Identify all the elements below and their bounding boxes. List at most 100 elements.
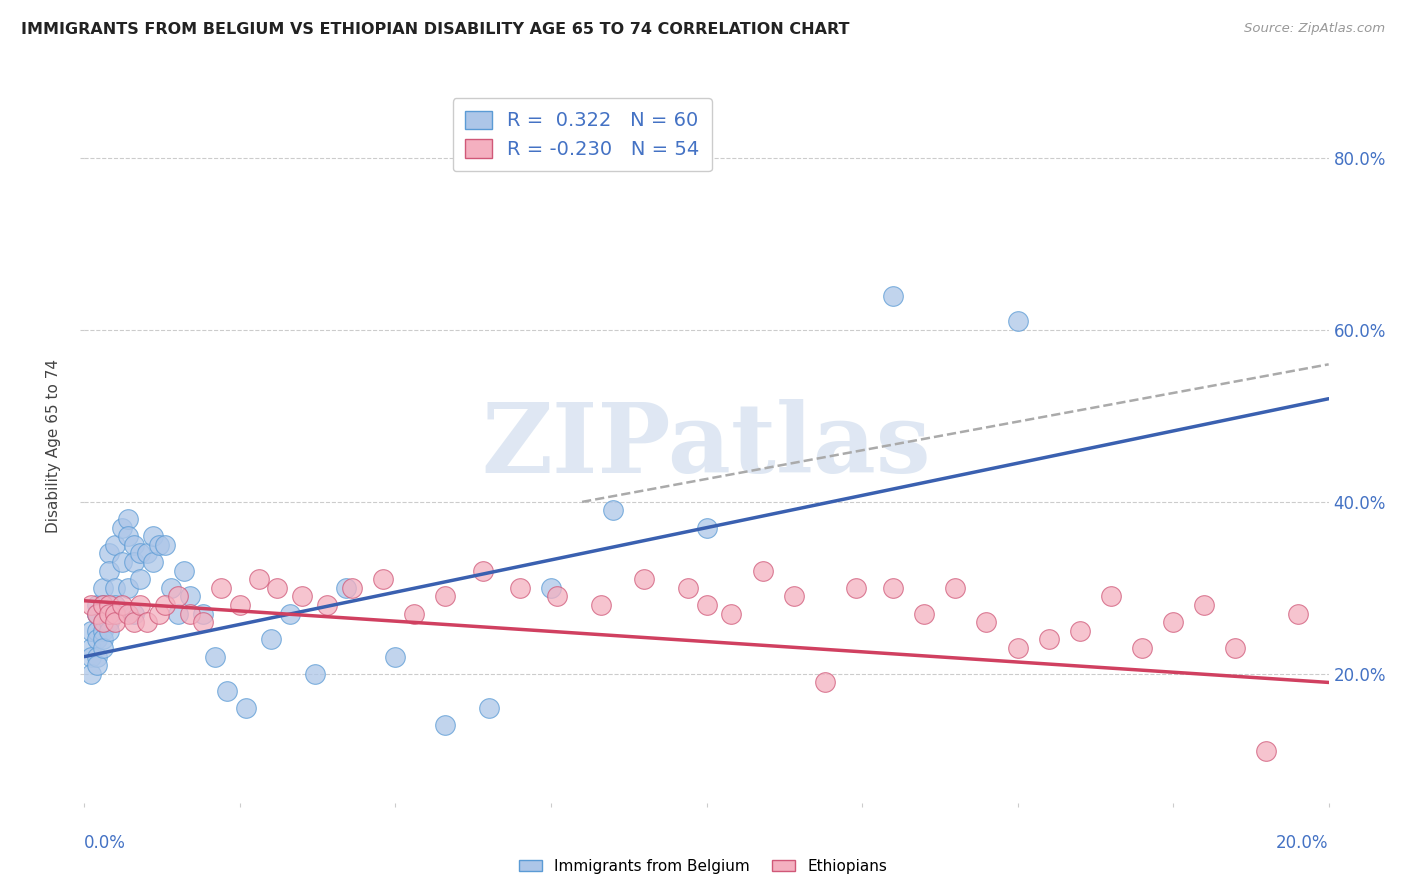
Point <box>371 572 394 586</box>
Point <box>111 521 134 535</box>
Point <box>384 649 406 664</box>
Point <box>79 666 101 681</box>
Point <box>589 598 612 612</box>
Point <box>882 288 904 302</box>
Point <box>191 607 214 621</box>
Point <box>98 607 121 621</box>
Point <box>86 624 108 638</box>
Point <box>235 701 257 715</box>
Point <box>86 598 108 612</box>
Point <box>340 581 363 595</box>
Point <box>751 564 773 578</box>
Point <box>148 538 170 552</box>
Point <box>540 581 562 595</box>
Point <box>404 607 426 621</box>
Point <box>91 615 114 630</box>
Point <box>155 538 177 552</box>
Point <box>129 546 152 560</box>
Point <box>191 615 214 630</box>
Point <box>247 572 270 586</box>
Point <box>179 607 201 621</box>
Point <box>86 649 108 664</box>
Point <box>117 607 139 621</box>
Point <box>720 607 742 621</box>
Point <box>135 546 157 560</box>
Point <box>86 607 108 621</box>
Point <box>1069 624 1091 638</box>
Text: 20.0%: 20.0% <box>1277 834 1329 852</box>
Point <box>291 590 314 604</box>
Point <box>122 607 145 621</box>
Point <box>86 658 108 673</box>
Point <box>91 624 114 638</box>
Point <box>79 641 101 656</box>
Point <box>98 607 121 621</box>
Point <box>912 607 935 621</box>
Point <box>117 512 139 526</box>
Point <box>546 590 568 604</box>
Point <box>260 632 283 647</box>
Point <box>79 624 101 638</box>
Point <box>98 546 121 560</box>
Point <box>696 598 718 612</box>
Point <box>91 598 114 612</box>
Text: Source: ZipAtlas.com: Source: ZipAtlas.com <box>1244 22 1385 36</box>
Point <box>160 581 183 595</box>
Point <box>98 564 121 578</box>
Text: ZIPatlas: ZIPatlas <box>482 399 931 493</box>
Point <box>696 521 718 535</box>
Y-axis label: Disability Age 65 to 74: Disability Age 65 to 74 <box>46 359 62 533</box>
Point <box>117 581 139 595</box>
Point <box>111 598 134 612</box>
Point <box>304 666 326 681</box>
Point <box>782 590 804 604</box>
Point <box>217 684 239 698</box>
Point <box>814 675 837 690</box>
Point <box>166 607 188 621</box>
Point <box>129 598 152 612</box>
Text: IMMIGRANTS FROM BELGIUM VS ETHIOPIAN DISABILITY AGE 65 TO 74 CORRELATION CHART: IMMIGRANTS FROM BELGIUM VS ETHIOPIAN DIS… <box>21 22 849 37</box>
Point <box>676 581 699 595</box>
Point <box>86 607 108 621</box>
Point <box>882 581 904 595</box>
Point <box>142 529 165 543</box>
Point <box>86 632 108 647</box>
Point <box>91 632 114 647</box>
Point <box>278 607 301 621</box>
Point <box>111 555 134 569</box>
Point <box>335 581 357 595</box>
Point <box>155 598 177 612</box>
Point <box>91 641 114 656</box>
Point <box>86 607 108 621</box>
Point <box>1038 632 1060 647</box>
Point <box>142 555 165 569</box>
Point <box>509 581 531 595</box>
Point <box>173 564 195 578</box>
Point <box>229 598 252 612</box>
Point <box>316 598 339 612</box>
Point <box>1194 598 1216 612</box>
Point <box>434 590 457 604</box>
Point <box>104 607 127 621</box>
Point <box>166 590 188 604</box>
Legend: Immigrants from Belgium, Ethiopians: Immigrants from Belgium, Ethiopians <box>512 853 894 880</box>
Point <box>204 649 226 664</box>
Point <box>209 581 232 595</box>
Point <box>434 718 457 732</box>
Point <box>98 624 121 638</box>
Point <box>91 615 114 630</box>
Point <box>91 598 114 612</box>
Point <box>478 701 501 715</box>
Point <box>122 538 145 552</box>
Point <box>104 581 127 595</box>
Point <box>471 564 494 578</box>
Point <box>633 572 655 586</box>
Point <box>104 538 127 552</box>
Point <box>179 590 201 604</box>
Point <box>104 598 127 612</box>
Point <box>602 503 624 517</box>
Legend: R =  0.322   N = 60, R = -0.230   N = 54: R = 0.322 N = 60, R = -0.230 N = 54 <box>453 98 711 171</box>
Point <box>1007 314 1029 328</box>
Point <box>91 581 114 595</box>
Point <box>945 581 967 595</box>
